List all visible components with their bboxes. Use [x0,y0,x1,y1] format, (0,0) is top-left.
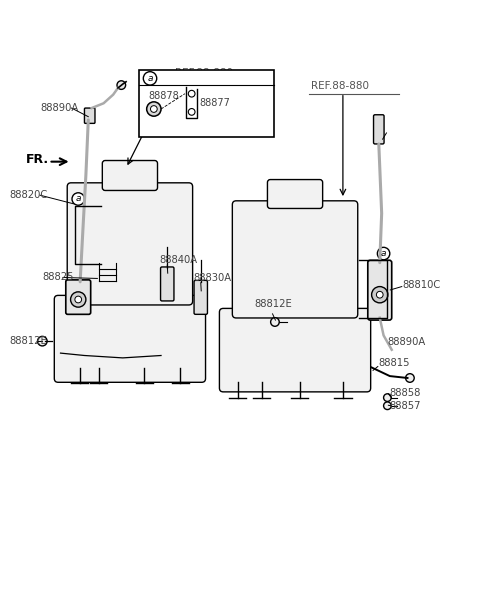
FancyBboxPatch shape [373,115,384,144]
FancyBboxPatch shape [66,280,91,314]
Circle shape [117,81,126,89]
Text: 88840A: 88840A [159,255,198,265]
Text: 88820C: 88820C [9,190,48,200]
Text: FR.: FR. [25,153,48,166]
Circle shape [188,90,195,97]
Text: 88857: 88857 [389,401,421,411]
Circle shape [144,72,157,85]
Circle shape [372,286,388,303]
Circle shape [271,317,279,326]
Text: 88812E: 88812E [9,336,47,346]
FancyBboxPatch shape [140,69,274,137]
FancyBboxPatch shape [219,308,371,392]
Circle shape [37,337,47,346]
FancyBboxPatch shape [232,201,358,318]
FancyBboxPatch shape [84,108,95,123]
FancyBboxPatch shape [267,180,323,208]
Circle shape [151,105,157,113]
Circle shape [71,292,86,307]
FancyBboxPatch shape [67,183,192,305]
Text: REF.88-880: REF.88-880 [311,81,369,91]
Circle shape [377,247,390,260]
Text: 88890A: 88890A [40,103,78,113]
FancyBboxPatch shape [102,161,157,190]
Text: a: a [75,195,81,204]
Text: a: a [381,249,386,258]
Circle shape [75,296,82,303]
Circle shape [406,374,414,382]
Circle shape [384,394,391,401]
FancyBboxPatch shape [54,295,205,382]
FancyBboxPatch shape [160,267,174,301]
Text: 88830A: 88830A [193,273,231,283]
Text: 88858: 88858 [389,388,420,398]
Text: 88877: 88877 [199,98,230,108]
Circle shape [72,193,84,205]
FancyBboxPatch shape [368,260,392,320]
Text: a: a [147,74,153,83]
Text: 88812E: 88812E [254,300,292,309]
Circle shape [147,102,161,116]
Circle shape [384,402,391,410]
FancyBboxPatch shape [194,280,207,314]
Circle shape [188,108,195,115]
Text: 88815: 88815 [379,358,410,368]
Text: 88810C: 88810C [403,280,441,290]
Text: 88890A: 88890A [387,337,426,347]
Circle shape [376,291,383,298]
Text: 88878: 88878 [148,91,179,101]
Text: 88825: 88825 [43,272,74,282]
Text: REF.88-880: REF.88-880 [175,68,233,78]
